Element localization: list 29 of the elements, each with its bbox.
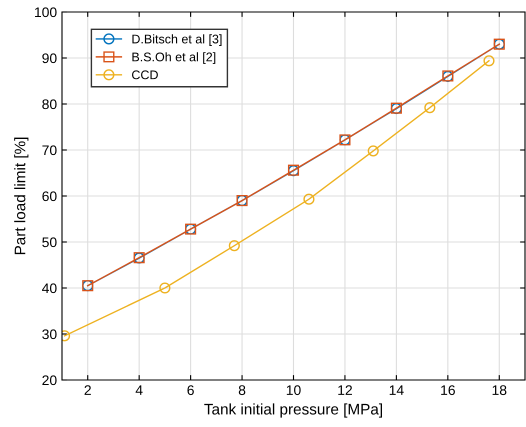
y-axis-title: Part load limit [%] xyxy=(14,138,28,254)
y-tick-label: 50 xyxy=(42,237,57,248)
y-tick-label: 70 xyxy=(42,145,57,156)
x-tick-label: 10 xyxy=(286,385,301,396)
x-tick-label: 12 xyxy=(338,385,352,395)
y-tick-label: 20 xyxy=(42,375,57,386)
x-tick-label: 6 xyxy=(187,385,194,396)
legend-label: B.S.Oh et al [2] xyxy=(132,52,216,64)
y-tick-label: 100 xyxy=(35,7,57,18)
y-tick-label: 60 xyxy=(42,191,57,202)
y-tick-label: 90 xyxy=(42,53,57,64)
x-tick-label: 14 xyxy=(390,385,404,395)
y-tick-label: 30 xyxy=(42,329,57,340)
point xyxy=(368,145,379,156)
point xyxy=(483,55,495,66)
point xyxy=(228,240,240,252)
point xyxy=(424,102,436,114)
y-tick-label: 40 xyxy=(42,283,57,294)
point xyxy=(303,194,314,205)
y-tick-label: 80 xyxy=(42,99,57,110)
x-tick-label: 16 xyxy=(441,385,455,396)
x-tick-label: 8 xyxy=(238,385,246,396)
x-axis-title: Tank initial pressure [MPa] xyxy=(204,403,382,418)
point xyxy=(159,282,170,294)
x-tick-label: 4 xyxy=(136,385,143,395)
legend-label: D.Bitsch et al [3] xyxy=(132,34,222,46)
x-tick-label: 18 xyxy=(492,385,506,396)
legend-label: CCD xyxy=(132,70,158,80)
x-tick-label: 2 xyxy=(84,385,91,395)
